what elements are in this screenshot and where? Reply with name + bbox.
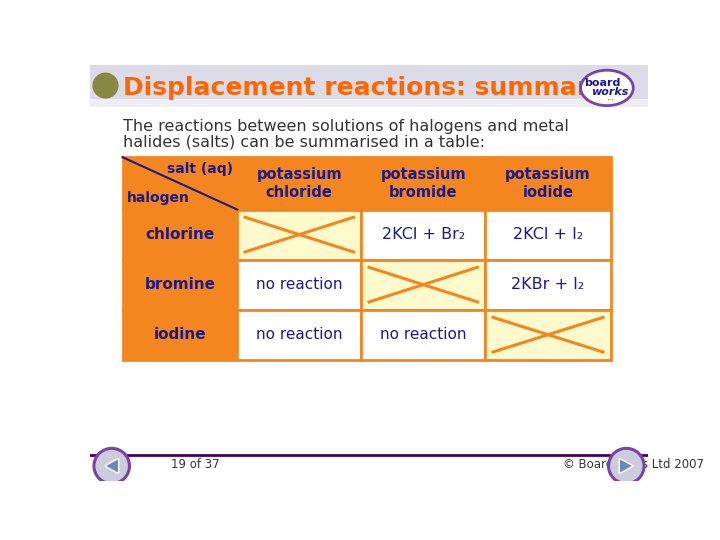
Text: potassium
iodide: potassium iodide [505, 167, 591, 200]
Text: 2KCl + I₂: 2KCl + I₂ [513, 227, 583, 242]
Text: potassium
chloride: potassium chloride [256, 167, 342, 200]
Bar [485, 260, 611, 309]
Bar [361, 260, 485, 309]
Bar [361, 309, 485, 360]
Bar [361, 157, 485, 210]
Text: board: board [584, 78, 621, 88]
Bar [122, 210, 238, 260]
Text: 2KCl + Br₂: 2KCl + Br₂ [382, 227, 465, 242]
Text: halogen: halogen [127, 191, 190, 205]
Text: 2KBr + I₂: 2KBr + I₂ [511, 277, 585, 292]
Text: bromine: bromine [145, 277, 215, 292]
Bar [122, 157, 238, 210]
Bar [238, 260, 361, 309]
Text: no reaction: no reaction [380, 327, 467, 342]
Bar [238, 157, 361, 210]
Polygon shape [104, 458, 119, 474]
Bar [122, 260, 238, 309]
Text: potassium
bromide: potassium bromide [380, 167, 466, 200]
Circle shape [96, 450, 127, 481]
Text: iodine: iodine [153, 327, 206, 342]
Text: Displacement reactions: summary: Displacement reactions: summary [122, 76, 605, 100]
Text: chlorine: chlorine [145, 227, 215, 242]
Circle shape [608, 448, 645, 484]
Bar [122, 309, 238, 360]
Circle shape [93, 73, 118, 98]
Text: salt (aq): salt (aq) [166, 162, 233, 176]
Text: 19 of 37: 19 of 37 [171, 458, 220, 471]
Text: The reactions between solutions of halogens and metal: The reactions between solutions of halog… [122, 119, 568, 134]
Circle shape [611, 450, 642, 481]
Bar [361, 210, 485, 260]
Text: © Boardworks Ltd 2007: © Boardworks Ltd 2007 [563, 458, 703, 471]
Circle shape [93, 448, 130, 484]
Bar [90, 65, 648, 105]
Bar [485, 309, 611, 360]
Text: no reaction: no reaction [256, 277, 343, 292]
Text: ...: ... [606, 93, 614, 103]
Bar [238, 309, 361, 360]
Text: halides (salts) can be summarised in a table:: halides (salts) can be summarised in a t… [122, 134, 485, 149]
Bar [485, 157, 611, 210]
Ellipse shape [580, 70, 634, 106]
Text: works: works [591, 87, 629, 97]
Polygon shape [619, 458, 634, 474]
Text: no reaction: no reaction [256, 327, 343, 342]
Bar [485, 210, 611, 260]
Bar [238, 210, 361, 260]
Bar [90, 99, 648, 107]
